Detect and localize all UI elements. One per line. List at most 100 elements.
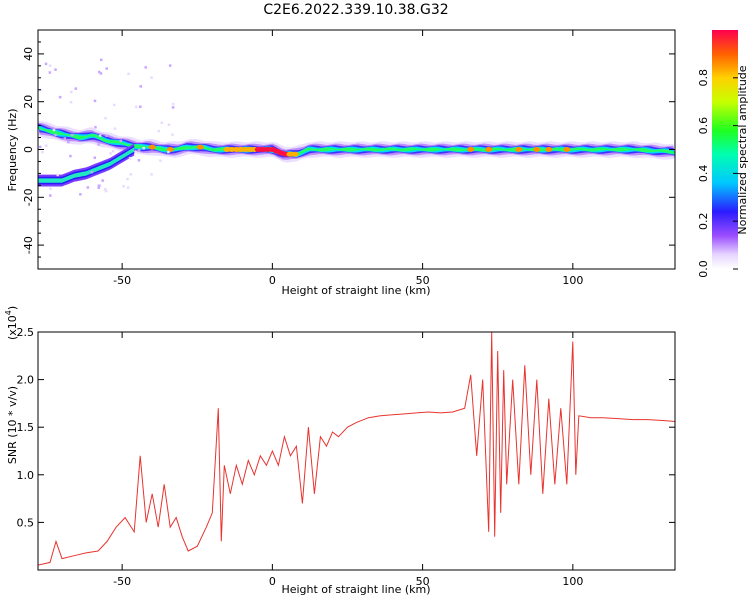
spectrogram-speckle — [56, 173, 59, 177]
spectrogram-speckle — [126, 186, 130, 189]
spectrogram-speckle — [99, 58, 103, 62]
spectrogram-speckle — [159, 159, 162, 162]
y-tick-label: -20 — [22, 188, 35, 206]
y-tick-label: 20 — [22, 95, 35, 109]
spectrogram-speckle — [101, 179, 104, 182]
spectrogram-speckle — [171, 102, 175, 106]
spectrogram-speckle — [171, 133, 174, 136]
y-tick-label: -40 — [22, 236, 35, 254]
snr-plot-area — [38, 332, 675, 566]
spectrogram-speckle — [139, 105, 142, 108]
x-tick-label: 100 — [562, 575, 583, 588]
spectrogram-speckle — [48, 64, 52, 67]
snr-axes: -50 0 50 100 0.5 1.0 1.5 2.0 2.5 — [17, 326, 675, 588]
spectrogram-speckle — [144, 66, 147, 69]
x-tick-label: -50 — [113, 274, 131, 287]
spectrogram-speckle — [49, 187, 52, 190]
spectrogram-axes: -50 0 50 100 -40 -20 0 20 40 — [22, 30, 675, 287]
x-tick-label: -50 — [113, 575, 131, 588]
spectrogram-speckle — [41, 150, 44, 154]
spectrogram-speckle — [38, 145, 42, 149]
spectrogram-speckle — [70, 90, 73, 94]
x-tick-label: 50 — [416, 274, 430, 287]
x-tick-label: 0 — [269, 575, 276, 588]
spectrogram-panel: -50 0 50 100 -40 -20 0 20 40 Height of straight … — [6, 29, 676, 297]
spectrogram-speckle — [74, 87, 78, 90]
ridge-hotspot — [148, 144, 156, 150]
spectrogram-speckle — [97, 143, 100, 146]
spectrogram-speckle — [69, 100, 73, 104]
spectrogram-y-axis-label: Frequency (Hz) — [6, 109, 19, 192]
spectrogram-speckle — [160, 121, 164, 125]
ridge-hotspot — [563, 147, 571, 152]
svg-text:(x104): (x104) — [4, 306, 19, 340]
colorbar: 0.0 0.2 0.4 0.6 0.8 Normalized spectral ampl… — [697, 30, 749, 278]
spectrogram-speckle — [137, 159, 141, 162]
colorbar-tick-label: 0.8 — [697, 69, 710, 87]
spectrogram-speckle — [48, 71, 52, 74]
spectrogram-speckle — [70, 133, 74, 137]
spectrogram-speckle — [113, 103, 116, 107]
spectrogram-speckle — [44, 144, 48, 147]
lower-branch-band-0 — [38, 143, 135, 187]
spectrogram-speckle — [122, 184, 125, 188]
spectrogram-speckle — [150, 76, 153, 79]
spectrogram-speckle — [90, 170, 94, 174]
y-tick-label: 2.5 — [17, 326, 35, 339]
spectrogram-speckle — [44, 62, 48, 66]
y-tick-label: 1.5 — [17, 421, 35, 434]
spectrogram-speckle — [129, 173, 133, 176]
spectrogram-speckle — [98, 184, 102, 187]
spectrogram-speckle — [109, 152, 112, 155]
spectrogram-x-axis-label: Height of straight line (km) — [281, 284, 430, 297]
spectrogram-speckle — [104, 116, 107, 120]
ridge-hotspot — [290, 151, 299, 157]
spectrogram-speckle — [150, 173, 153, 176]
spectrogram-speckle — [171, 106, 175, 109]
spectrogram-speckle — [167, 150, 170, 154]
spectrogram-speckle — [98, 134, 102, 137]
spectrogram-speckle — [104, 189, 108, 193]
spectrogram-speckle — [49, 194, 52, 197]
colorbar-ticks: 0.0 0.2 0.4 0.6 0.8 — [697, 69, 738, 278]
spectrogram-speckle — [69, 154, 72, 158]
x-tick-label: 0 — [269, 274, 276, 287]
spectrogram-speckle — [104, 188, 107, 191]
spectrogram-speckle — [105, 134, 108, 137]
spectrogram-speckle — [58, 95, 62, 99]
colorbar-tick-label: 0.2 — [697, 212, 710, 230]
ridge-hotspot — [515, 147, 523, 152]
ridge-hotspot — [196, 144, 204, 150]
spectrogram-speckle — [137, 148, 141, 152]
spectrogram-speckle — [126, 177, 129, 181]
lower-branch-band-2 — [38, 147, 135, 183]
spectrogram-speckle — [119, 139, 123, 143]
spectrogram-speckle — [128, 157, 132, 160]
spectrogram-speckle — [99, 72, 103, 75]
colorbar-label: Normalized spectral amplitude — [736, 65, 749, 234]
ridge-hotspot — [467, 147, 475, 152]
spectrogram-speckle — [157, 129, 161, 133]
y-tick-label: 40 — [22, 47, 35, 61]
x-tick-label: 50 — [416, 575, 430, 588]
spectrogram-speckle — [86, 186, 90, 189]
snr-scale-exponent: 4 — [4, 310, 13, 315]
spectrogram-speckle — [111, 149, 115, 153]
snr-y-axis-label: SNR (10 * v/v) — [6, 386, 19, 464]
y-tick-label: 0 — [22, 146, 35, 153]
spectrogram-speckle — [93, 99, 97, 103]
snr-scale-label: (x104) — [4, 306, 19, 340]
snr-frame — [37, 331, 676, 571]
spectrogram-speckle — [97, 186, 101, 189]
colorbar-gradient — [712, 30, 738, 269]
spectrogram-speckle — [168, 64, 172, 67]
x-tick-label: 100 — [562, 274, 583, 287]
ridge-hotspot — [545, 147, 553, 152]
y-tick-label: 0.5 — [17, 516, 35, 529]
spectrogram-speckle — [139, 85, 142, 88]
spectrogram-speckle — [54, 133, 57, 137]
snr-scale-base: (x10 — [6, 315, 19, 340]
y-tick-label: 1.0 — [17, 469, 35, 482]
spectrogram-speckle — [105, 67, 108, 70]
